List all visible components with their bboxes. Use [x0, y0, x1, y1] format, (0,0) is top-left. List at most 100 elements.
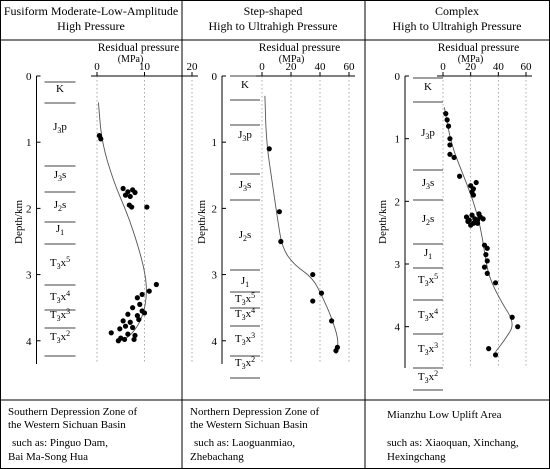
x-tick-label: 20: [187, 61, 199, 73]
data-point: [445, 123, 452, 129]
data-point: [153, 281, 159, 288]
data-point: [121, 336, 128, 343]
trend-line: [443, 107, 513, 353]
data-point: [120, 185, 126, 192]
y-axis-label: Depth/km: [377, 200, 389, 244]
y-tick-label: 0: [212, 71, 218, 83]
x-tick-label: 60: [344, 61, 356, 73]
y-tick-label: 4: [212, 336, 218, 348]
data-point: [129, 204, 135, 210]
data-point: [484, 270, 490, 276]
stratum-label: T3x3: [235, 331, 255, 347]
data-point: [451, 154, 457, 161]
stratum-label: T3x2: [235, 355, 255, 371]
x-tick-label: 0: [259, 61, 265, 73]
data-point: [125, 311, 131, 317]
stratum-label: T3x5: [418, 272, 438, 288]
region-caption: Mianzhu Low Uplift Area: [387, 409, 502, 421]
y-tick-label: 3: [212, 270, 218, 282]
data-point: [480, 216, 486, 222]
example-sites-line-2: Hexingchang: [387, 451, 446, 463]
y-tick-label: 3: [395, 259, 401, 271]
data-point: [468, 222, 474, 228]
data-point: [492, 280, 499, 286]
data-point: [117, 326, 123, 332]
y-axis-label: Depth/km: [13, 200, 25, 244]
data-point: [447, 142, 453, 148]
data-point: [484, 245, 490, 251]
data-point: [130, 305, 136, 311]
data-point: [492, 352, 499, 358]
data-point: [443, 111, 449, 117]
data-point: [484, 258, 490, 264]
stratum-label: J3s: [239, 179, 252, 193]
data-point: [515, 324, 521, 330]
y-tick-label: 2: [395, 196, 401, 208]
data-point: [447, 151, 453, 157]
y-axis-label: Depth/km: [196, 200, 208, 244]
data-point: [509, 314, 515, 320]
data-point: [457, 173, 463, 179]
region-caption-line-1: Northern Depression Zone of: [190, 406, 320, 418]
stratum-label: J1: [241, 275, 249, 289]
data-point: [120, 318, 126, 324]
data-point: [310, 298, 316, 304]
region-caption-line-2: the Western Sichuan Basin: [8, 419, 126, 431]
stratum-label: T3x4: [50, 289, 70, 305]
example-sites-line-1: such as: Xiaoquan, Xinchang,: [387, 437, 519, 449]
data-point: [136, 316, 142, 323]
data-point: [310, 271, 316, 278]
stratum-label: J2s: [422, 213, 435, 227]
y-tick-label: 4: [26, 336, 32, 348]
x-axis-label: Residual pressure: [259, 42, 340, 54]
data-point: [122, 323, 129, 329]
data-point: [127, 193, 133, 200]
chart-subtitle: High to Ultrahigh Pressure: [393, 19, 522, 33]
y-tick-label: 2: [26, 203, 32, 215]
x-tick-label: 10: [139, 61, 151, 73]
data-point: [470, 192, 477, 198]
data-point: [131, 336, 137, 343]
stratum-label: J3s: [422, 177, 435, 191]
y-tick-label: 4: [395, 322, 401, 334]
example-sites-line-1: such as: Laoguanmiao,: [194, 437, 295, 449]
region-caption-line-2: the Western Sichuan Basin: [190, 419, 308, 431]
chart-subtitle: High to Ultrahigh Pressure: [209, 19, 338, 33]
x-axis-label: Residual pressure: [438, 42, 519, 54]
x-axis-label: Residual pressure: [98, 42, 179, 54]
data-point: [127, 319, 133, 325]
data-point: [469, 212, 475, 218]
x-tick-label: 20: [465, 61, 477, 73]
stratum-label: K: [424, 81, 432, 93]
example-sites-line-1: such as: Pinguo Dam,: [12, 437, 108, 449]
x-axis-unit: (MPa): [458, 54, 484, 65]
stratum-label: T3x4: [418, 307, 438, 323]
data-point: [144, 204, 150, 210]
stratum-label: J1: [424, 247, 432, 261]
trend-line: [97, 102, 147, 342]
stratum-label: J1: [56, 223, 64, 237]
data-point: [486, 346, 492, 352]
chart-title: Step-shaped: [244, 4, 303, 18]
data-point: [139, 291, 145, 298]
data-point: [481, 264, 488, 270]
data-point: [115, 338, 121, 344]
data-point: [476, 211, 482, 217]
region-caption-line-1: Southern Depression Zone of: [8, 406, 138, 418]
stratum-label: K: [241, 79, 249, 91]
data-point: [473, 179, 479, 186]
data-point: [137, 301, 143, 307]
chart-title: Complex: [435, 4, 479, 18]
data-point: [134, 295, 140, 301]
y-tick-label: 1: [395, 134, 401, 146]
data-point: [108, 330, 114, 336]
data-point: [122, 192, 129, 198]
data-point: [125, 331, 131, 337]
data-point: [329, 318, 335, 324]
stratum-label: T3x2: [418, 369, 438, 385]
stratum-label: T3x5: [50, 255, 70, 271]
data-point: [483, 252, 489, 258]
